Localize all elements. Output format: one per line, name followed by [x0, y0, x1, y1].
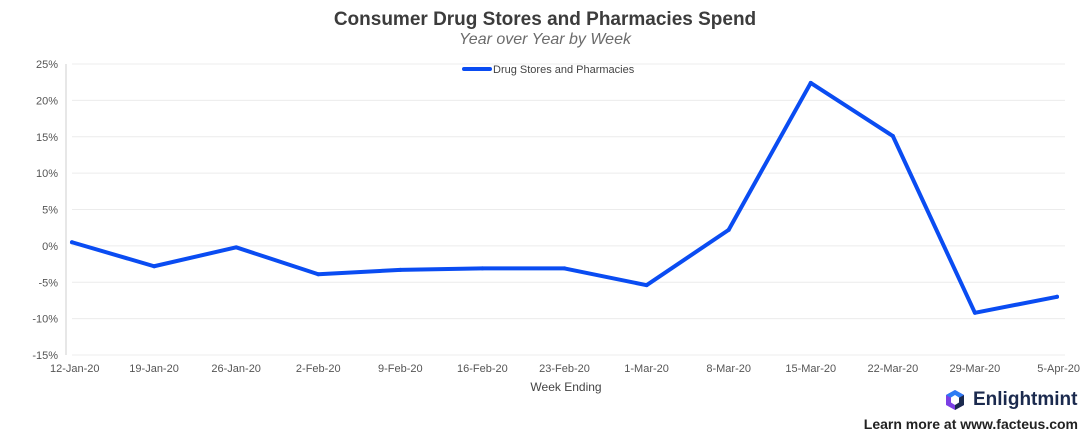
y-tick-label: -5%	[38, 277, 58, 289]
y-tick-label: -15%	[32, 350, 58, 362]
data-point	[972, 310, 977, 315]
x-axis-title: Week Ending	[530, 380, 601, 394]
data-point	[152, 264, 157, 269]
x-tick-label: 26-Jan-20	[211, 363, 261, 375]
x-tick-label: 2-Feb-20	[296, 363, 341, 375]
data-point	[890, 134, 895, 139]
legend: Drug Stores and Pharmacies	[462, 64, 635, 76]
y-tick-label: 25%	[36, 59, 58, 71]
data-point	[1055, 294, 1059, 299]
y-tick-label: 20%	[36, 95, 58, 107]
hexagon-logo-icon	[946, 390, 964, 410]
y-tick-label: -10%	[32, 314, 58, 326]
x-tick-label: 16-Feb-20	[457, 363, 508, 375]
x-tick-label: 1-Mar-20	[624, 363, 669, 375]
y-tick-label: 5%	[42, 205, 58, 217]
legend-label: Drug Stores and Pharmacies	[493, 64, 635, 76]
x-tick-label: 29-Mar-20	[950, 363, 1001, 375]
y-tick-label: 10%	[36, 168, 58, 180]
x-tick-label: 22-Mar-20	[867, 363, 918, 375]
brand-logo: Enlightmint	[944, 389, 1077, 411]
x-tick-label: 19-Jan-20	[129, 363, 179, 375]
data-point	[70, 240, 74, 245]
x-tick-label: 12-Jan-20	[50, 363, 100, 375]
data-point	[480, 266, 485, 271]
series-line	[70, 80, 1059, 315]
footer-link-text[interactable]: Learn more at www.facteus.com	[863, 416, 1078, 432]
x-tick-label: 9-Feb-20	[378, 363, 423, 375]
brand-name: Enlightmint	[973, 389, 1078, 410]
y-tick-label: 0%	[42, 241, 58, 253]
chart-subtitle: Year over Year by Week	[459, 31, 631, 48]
x-tick-label: 5-Apr-20	[1037, 363, 1080, 375]
data-point	[808, 80, 813, 85]
x-tick-label: 15-Mar-20	[785, 363, 836, 375]
data-point	[562, 266, 567, 271]
x-axis: 12-Jan-20 19-Jan-20 26-Jan-20 2-Feb-20 9-Feb…	[50, 363, 1080, 394]
y-axis: -15% -10% -5% 0% 5% 10% 15% 20% 25%	[32, 59, 67, 362]
y-tick-label: 15%	[36, 132, 58, 144]
gridlines	[72, 63, 1065, 356]
data-point	[644, 283, 649, 288]
data-point	[234, 245, 239, 250]
series-layer	[70, 80, 1059, 315]
x-tick-label: 8-Mar-20	[706, 363, 751, 375]
chart-title: Consumer Drug Stores and Pharmacies Spen…	[333, 9, 757, 30]
data-point	[398, 267, 403, 272]
data-point	[316, 272, 321, 277]
data-point	[726, 227, 731, 232]
x-tick-label: 23-Feb-20	[539, 363, 590, 375]
